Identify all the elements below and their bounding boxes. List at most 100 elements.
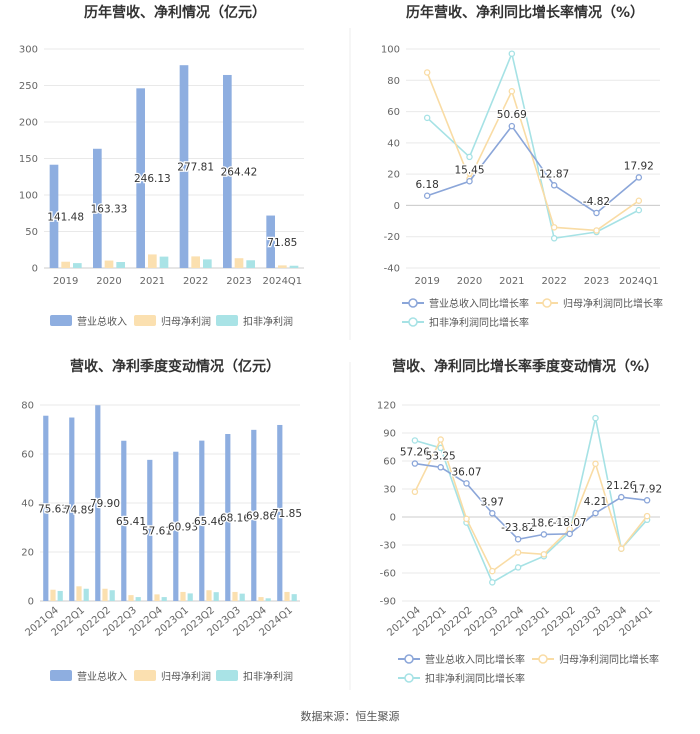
series-point-0 (550, 182, 558, 189)
data-label: 15.45 (454, 164, 484, 176)
chart-title: 营收、净利同比增长率季度变动情况（%） (392, 358, 658, 375)
series-line-1 (426, 72, 640, 232)
data-label: -18.07 (553, 517, 587, 529)
bar-0 (95, 405, 101, 601)
legend-swatch-0 (50, 670, 72, 681)
data-label: 75.63 (38, 503, 68, 515)
legend-label-2: 扣非净利润 (243, 670, 293, 683)
series-point-2 (514, 564, 522, 571)
bar-2 (289, 265, 299, 268)
data-label: 4.21 (584, 496, 607, 508)
bar-1 (76, 586, 82, 601)
series-point-0 (592, 509, 599, 517)
data-label: 163.33 (91, 203, 128, 215)
x-tick-label: 2023 (584, 276, 609, 287)
y-tick-label: -30 (380, 541, 396, 552)
legend-marker-0 (408, 298, 418, 308)
legend-label-2: 扣非净利润同比增长率 (425, 672, 525, 685)
bar-1 (232, 591, 238, 601)
bar-1 (206, 590, 212, 601)
x-tick-label: 2024Q1 (619, 276, 659, 287)
data-label: 50.69 (497, 109, 527, 121)
bar-0 (223, 74, 232, 269)
series-point-1 (635, 197, 643, 204)
y-tick-label: 0 (394, 201, 400, 212)
bar-2 (265, 598, 271, 601)
data-label: 69.86 (246, 510, 276, 522)
bar-0 (69, 417, 75, 601)
data-label: 277.81 (177, 162, 214, 174)
series-point-0 (437, 464, 444, 471)
bar-2 (161, 597, 167, 601)
data-label: -18.64 (527, 517, 561, 529)
bar-2 (109, 590, 115, 601)
legend-swatch-0 (50, 315, 72, 326)
series-point-0 (635, 174, 643, 181)
series-point-2 (411, 437, 419, 444)
bar-1 (102, 588, 108, 601)
data-label: 71.85 (272, 508, 302, 520)
legend-label-1: 归母净利润同比增长率 (563, 297, 663, 310)
data-label: 79.90 (90, 498, 120, 510)
series-point-1 (508, 87, 516, 95)
x-tick-label: 2024Q1 (262, 276, 302, 287)
bar-2 (246, 260, 255, 268)
chart-title: 历年营收、净利同比增长率情况（%） (406, 4, 644, 21)
x-tick-label: 2020 (96, 276, 121, 287)
bar-2 (135, 597, 141, 601)
bar-2 (239, 593, 245, 601)
data-label: 68.16 (220, 513, 250, 525)
series-point-2 (592, 414, 599, 422)
y-tick-label: 30 (383, 485, 396, 496)
bar-0 (93, 148, 102, 268)
series-point-0 (514, 535, 522, 543)
series-point-0 (643, 497, 651, 504)
legend-label-2: 扣非净利润 (243, 315, 293, 328)
y-tick-label: 200 (19, 118, 38, 129)
series-point-0 (618, 493, 625, 501)
bar-0 (173, 451, 179, 601)
y-tick-label: 60 (383, 457, 396, 468)
bar-1 (128, 595, 134, 601)
series-point-2 (508, 50, 516, 57)
data-label: 74.89 (64, 504, 94, 516)
y-tick-label: 60 (21, 450, 34, 461)
x-tick-label: 2020 (457, 276, 482, 287)
data-label: 53.25 (426, 450, 456, 462)
series-point-1 (643, 512, 651, 520)
data-label: 17.92 (624, 160, 654, 172)
data-label: 141.48 (47, 211, 84, 223)
y-tick-label: 20 (387, 170, 400, 181)
bar-1 (50, 589, 56, 601)
y-tick-label: 80 (21, 401, 34, 412)
chart-title: 营收、净利季度变动情况（亿元） (70, 358, 280, 375)
bar-1 (284, 591, 290, 601)
bar-0 (251, 429, 257, 601)
data-label: 57.61 (142, 525, 172, 537)
bar-1 (61, 261, 70, 268)
bar-2 (187, 593, 193, 601)
legend-swatch-1 (134, 670, 156, 681)
bar-0 (199, 440, 205, 601)
series-point-1 (514, 549, 522, 556)
legend-label-0: 营业总收入同比增长率 (425, 653, 525, 666)
bar-2 (159, 256, 169, 268)
y-tick-label: 80 (387, 76, 400, 87)
series-point-0 (593, 209, 600, 217)
data-label: 264.42 (221, 166, 258, 178)
legend-marker-1 (542, 298, 552, 308)
legend-label-1: 归母净利润同比增长率 (559, 653, 659, 666)
bar-0 (277, 424, 283, 601)
y-tick-label: 40 (387, 138, 400, 149)
y-tick-label: 300 (19, 45, 38, 56)
bar-2 (203, 259, 212, 268)
series-point-1 (423, 69, 431, 76)
data-label: -23.82 (501, 522, 535, 534)
bar-0 (43, 415, 49, 601)
series-point-2 (489, 579, 496, 586)
legend-label-1: 归母净利润 (161, 315, 211, 328)
series-point-2 (466, 153, 473, 161)
y-tick-label: 150 (19, 154, 38, 165)
series-point-1 (437, 436, 444, 443)
